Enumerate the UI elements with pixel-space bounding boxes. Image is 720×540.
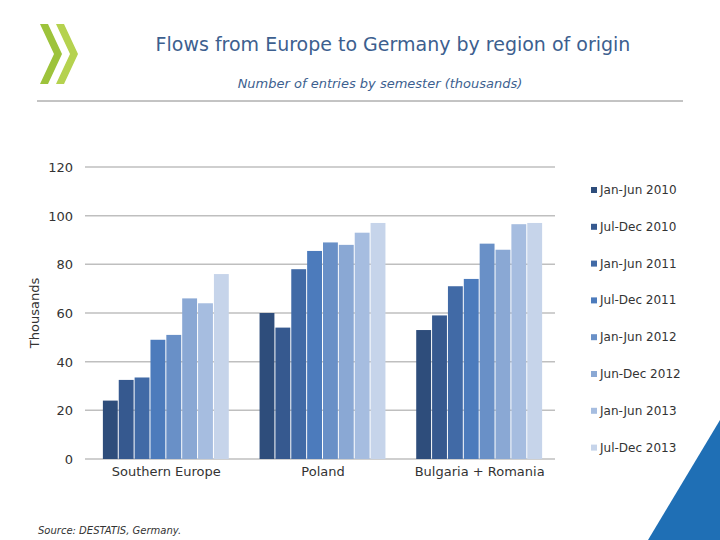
legend-swatch bbox=[591, 297, 597, 303]
bar bbox=[448, 286, 463, 459]
y-tick-label: 60 bbox=[56, 306, 73, 321]
bar bbox=[103, 401, 118, 459]
bar bbox=[323, 242, 338, 459]
bar bbox=[339, 245, 354, 459]
legend-swatch bbox=[591, 261, 597, 267]
bar bbox=[182, 298, 197, 459]
bar bbox=[527, 223, 542, 459]
y-tick-label: 40 bbox=[56, 355, 73, 370]
legend-label: Jan-Jun 2010 bbox=[599, 183, 677, 197]
legend-label: Jan-Jun 2013 bbox=[599, 404, 677, 418]
y-tick-label: 120 bbox=[48, 160, 73, 175]
y-tick-label: 0 bbox=[65, 452, 73, 467]
bar bbox=[275, 328, 290, 459]
corner-decoration bbox=[648, 420, 720, 540]
chart: Flows from Europe to Germany by region o… bbox=[0, 0, 720, 540]
grid-line bbox=[85, 166, 555, 168]
bar bbox=[416, 330, 431, 459]
legend-label: Jul-Dec 2013 bbox=[599, 441, 676, 455]
title: Flows from Europe to Germany by region o… bbox=[156, 33, 631, 55]
x-tick-label: Bulgaria + Romania bbox=[415, 464, 545, 479]
bar bbox=[150, 340, 165, 459]
bar bbox=[355, 233, 370, 459]
bars bbox=[103, 223, 542, 459]
legend-label: Jan-Jun 2011 bbox=[599, 257, 677, 271]
logo bbox=[40, 24, 62, 84]
x-tick-label: Poland bbox=[301, 464, 344, 479]
bar bbox=[307, 251, 322, 459]
bar bbox=[371, 223, 386, 459]
bar bbox=[214, 274, 229, 459]
legend-swatch bbox=[591, 334, 597, 340]
legend-swatch bbox=[591, 408, 597, 414]
legend-swatch bbox=[591, 224, 597, 230]
legend-swatch bbox=[591, 371, 597, 377]
x-tick-label: Southern Europe bbox=[112, 464, 221, 479]
bar bbox=[432, 315, 447, 459]
bar bbox=[166, 335, 181, 459]
y-tick-label: 80 bbox=[56, 257, 73, 272]
legend-swatch bbox=[591, 445, 597, 451]
y-axis-label: Thousands bbox=[27, 278, 42, 350]
logo bbox=[56, 24, 78, 84]
bar bbox=[260, 313, 275, 459]
grid-line bbox=[85, 215, 555, 217]
y-tick-label: 100 bbox=[48, 209, 73, 224]
bar bbox=[496, 250, 511, 459]
legend-label: Jul-Dec 2010 bbox=[599, 220, 676, 234]
source: Source: DESTATIS, Germany. bbox=[38, 525, 181, 536]
rule bbox=[37, 101, 683, 102]
bar bbox=[480, 244, 495, 459]
bar bbox=[119, 380, 134, 459]
legend-label: Jan-Jun 2012 bbox=[599, 330, 677, 344]
subtitle: Number of entries by semester (thousands… bbox=[238, 76, 523, 91]
bar bbox=[198, 303, 213, 459]
bar bbox=[291, 269, 306, 459]
bar bbox=[511, 224, 526, 459]
legend-label: Jun-Dec 2012 bbox=[599, 367, 681, 381]
bar bbox=[464, 279, 479, 459]
legend-swatch bbox=[591, 187, 597, 193]
y-tick-label: 20 bbox=[56, 403, 73, 418]
legend-label: Jul-Dec 2011 bbox=[599, 293, 676, 307]
bar bbox=[135, 377, 150, 459]
